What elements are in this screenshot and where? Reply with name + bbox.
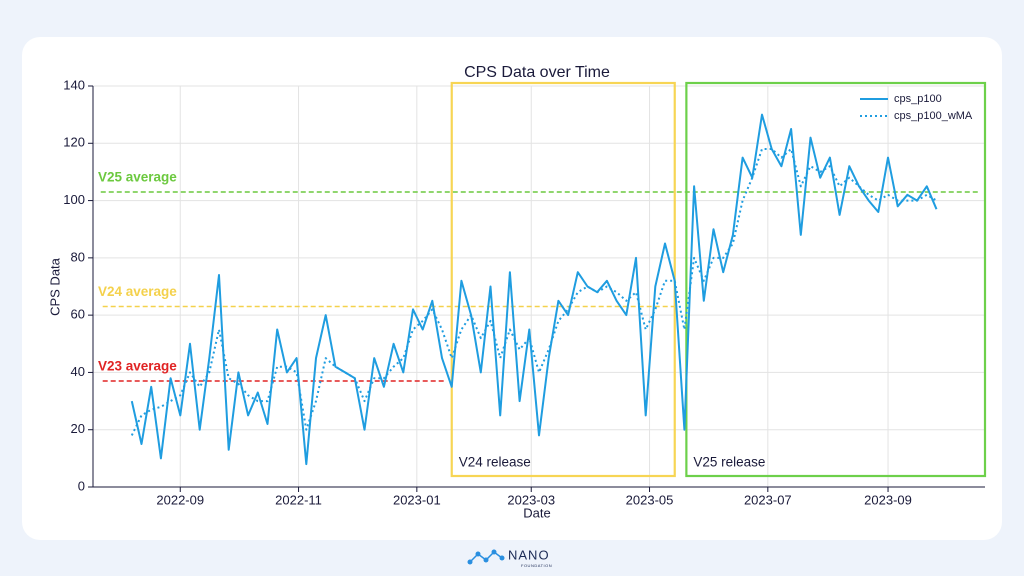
logo-name: NANO: [508, 547, 550, 562]
y-tick-label: 40: [71, 364, 85, 379]
legend-label: cps_p100: [894, 93, 942, 105]
reference-label: V23 average: [98, 359, 177, 374]
y-tick-label: 60: [71, 307, 85, 322]
reference-label: V24 average: [98, 284, 177, 299]
y-tick-label: 140: [63, 77, 85, 92]
x-tick-label: 2022-09: [156, 492, 204, 507]
logo: NANO FOUNDATION: [467, 547, 552, 568]
series-line: [130, 113, 938, 466]
x-tick-label: 2023-09: [864, 492, 912, 507]
series-line: [130, 148, 938, 436]
y-tick-label: 80: [71, 249, 85, 264]
logo-sub: FOUNDATION: [521, 563, 552, 568]
reference-label: V25 average: [98, 170, 177, 185]
y-tick-label: 20: [71, 421, 85, 436]
chart-title: CPS Data over Time: [464, 64, 610, 81]
x-tick-label: 2023-03: [507, 492, 555, 507]
y-tick-label: 120: [63, 135, 85, 150]
x-tick-label: 2023-07: [744, 492, 792, 507]
logo-line: [469, 551, 503, 563]
release-label: V25 release: [693, 455, 765, 470]
x-tick-label: 2023-05: [626, 492, 674, 507]
release-label: V24 release: [459, 455, 531, 470]
x-axis-label: Date: [523, 505, 550, 520]
x-tick-label: 2023-01: [393, 492, 441, 507]
x-tick-label: 2022-11: [275, 492, 322, 507]
y-axis-label: CPS Data: [47, 257, 62, 316]
y-tick-label: 100: [63, 192, 85, 207]
release-box: [685, 81, 987, 478]
y-tick-label: 0: [78, 478, 85, 493]
legend-label: cps_p100_wMA: [894, 110, 973, 122]
